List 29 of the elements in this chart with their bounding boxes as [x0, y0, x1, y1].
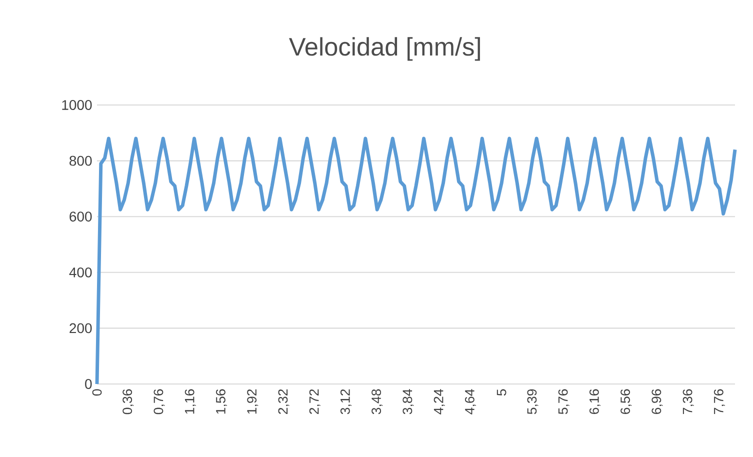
x-tick-label: 1,16: [184, 389, 196, 414]
x-tick-label: 5,39: [527, 389, 538, 414]
chart-title: Velocidad [mm/s]: [288, 37, 480, 61]
x-tick-label: 3,84: [402, 389, 414, 414]
x-tick-label: 1,56: [216, 389, 228, 414]
x-tick-label: 0: [92, 389, 102, 396]
x-tick-label: 3,12: [340, 389, 352, 414]
x-tick-label: 0,36: [122, 389, 134, 414]
y-tick-label: 400: [69, 267, 92, 278]
x-tick-label: 7,76: [714, 389, 725, 414]
y-tick-label: 0: [85, 379, 92, 389]
line-series: [95, 136, 737, 386]
x-tick-label: 0,76: [154, 389, 165, 414]
x-tick-label: 6,56: [620, 389, 632, 414]
x-tick-label: 5: [496, 389, 506, 396]
x-tick-label: 7,36: [682, 389, 694, 414]
x-tick-label: 5,76: [558, 389, 570, 414]
y-tick-label: 800: [70, 156, 92, 166]
x-tick-label: 6,16: [589, 389, 600, 414]
x-tick-label: 3,48: [372, 389, 383, 414]
x-tick-label: 2,32: [278, 389, 290, 414]
x-tick-label: 2,72: [309, 389, 320, 414]
y-tick-label: 1000: [62, 100, 92, 110]
x-tick-label: 6,96: [652, 389, 663, 414]
y-tick-label: 600: [70, 212, 92, 222]
x-tick-label: 1,92: [247, 389, 258, 414]
x-tick-label: 4,64: [464, 389, 476, 414]
x-tick-label: 4,24: [434, 389, 445, 414]
y-tick-label: 200: [70, 323, 92, 334]
